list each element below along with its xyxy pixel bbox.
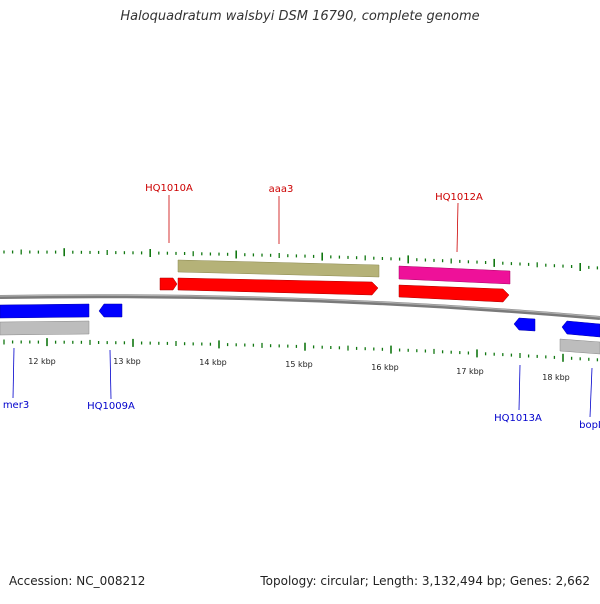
reverse-gene-labels: mer3 HQ1009A HQ1013A bopI (3, 400, 600, 431)
gene-feature[interactable] (177, 277, 379, 296)
scale-label: 17 kbp (456, 367, 484, 376)
scale-label: 15 kbp (285, 360, 313, 369)
gene-label-bopi[interactable]: bopI (579, 420, 600, 431)
scale-label: 16 kbp (371, 363, 399, 372)
gene-label-hq1013a[interactable]: HQ1013A (494, 413, 542, 424)
repeat-feature[interactable] (177, 259, 380, 278)
gene-label-hq1010a[interactable]: HQ1010A (145, 183, 193, 194)
gene-label-aaa3[interactable]: aaa3 (269, 184, 294, 195)
genome-summary-text: Topology: circular; Length: 3,132,494 bp… (260, 574, 590, 588)
map-title: Haloquadratum walsbyi DSM 16790, complet… (120, 9, 480, 24)
scale-label: 18 kbp (542, 373, 570, 382)
scale-label: 12 kbp (28, 357, 56, 366)
repeat-feature[interactable] (398, 265, 511, 285)
gene-feature[interactable] (98, 303, 123, 318)
scale-label: 13 kbp (113, 357, 141, 366)
gene-feature[interactable] (513, 317, 536, 332)
repeat-feature[interactable] (559, 338, 600, 355)
gene-feature[interactable] (561, 320, 600, 338)
repeat-feature[interactable] (0, 320, 90, 336)
gene-label-hq1012a[interactable]: HQ1012A (435, 192, 483, 203)
gene-feature[interactable] (159, 277, 178, 291)
gc-skew-track-inner (3, 338, 599, 362)
scale-label: 14 kbp (199, 358, 227, 367)
genome-backbone (0, 294, 600, 320)
accession-text: Accession: NC_008212 (9, 574, 146, 588)
gene-label-mer3[interactable]: mer3 (3, 400, 29, 411)
reverse-strand-features (0, 303, 600, 355)
gene-feature[interactable] (398, 284, 510, 303)
label-leader-lines (12, 195, 593, 418)
forward-gene-labels: HQ1010A aaa3 HQ1012A (145, 183, 483, 203)
gc-skew-track-outer (3, 248, 599, 271)
scale-labels: 12 kbp 13 kbp 14 kbp 15 kbp 16 kbp 17 kb… (28, 357, 570, 382)
gene-label-hq1009a[interactable]: HQ1009A (87, 401, 135, 412)
gene-feature[interactable] (0, 303, 90, 319)
forward-strand-features (159, 259, 511, 303)
